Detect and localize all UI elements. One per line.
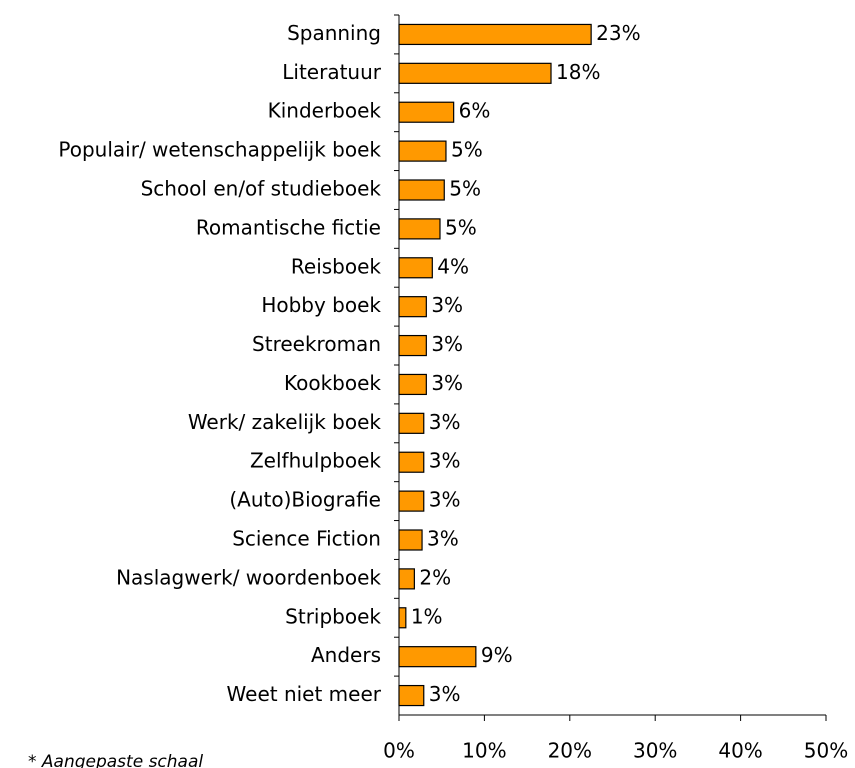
bar (398, 23, 592, 46)
bar (398, 101, 455, 123)
bar (398, 490, 425, 512)
data-label: 3% (429, 488, 461, 512)
bar (398, 646, 477, 668)
y-tick-label: Hobby boek (261, 293, 381, 317)
y-tick-label: Spanning (287, 21, 381, 45)
data-label: 2% (419, 565, 451, 589)
x-tick-label: 0% (383, 739, 415, 763)
data-label: 5% (449, 177, 481, 201)
y-tick-label: Romantische fictie (196, 215, 381, 239)
y-tick-label: Science Fiction (232, 527, 381, 551)
y-tick-label: Naslagwerk/ woordenboek (116, 565, 381, 589)
bar (398, 412, 425, 434)
bar (398, 257, 433, 279)
annotation: * Aangepaste schaal (28, 752, 203, 768)
bar (398, 568, 415, 590)
x-tick-label: 30% (633, 739, 677, 763)
bar (398, 607, 407, 629)
data-label: 3% (431, 371, 463, 395)
y-tick-label: Literatuur (282, 60, 382, 84)
data-label: 3% (429, 682, 461, 706)
y-tick-label: (Auto)Biografie (229, 488, 381, 512)
x-tick-label: 20% (548, 739, 592, 763)
y-tick-label: Reisboek (291, 254, 382, 278)
data-label: 23% (596, 21, 640, 45)
data-label: 4% (437, 254, 469, 278)
x-tick-label: 10% (462, 739, 506, 763)
data-label: 3% (431, 293, 463, 317)
bar (398, 218, 441, 240)
y-tick-label: Zelfhulpboek (250, 449, 381, 473)
bar (398, 334, 427, 357)
bar (398, 296, 427, 318)
data-label: 3% (431, 332, 463, 356)
data-label: 18% (556, 60, 600, 84)
data-label: 3% (427, 527, 459, 551)
bar (398, 451, 425, 473)
data-label: 5% (445, 215, 477, 239)
data-label: 5% (451, 138, 483, 162)
data-label: 6% (459, 99, 491, 123)
bar (398, 140, 447, 162)
y-tick-label: Werk/ zakelijk boek (188, 410, 382, 434)
data-label: 3% (429, 410, 461, 434)
y-tick-label: Weet niet meer (227, 682, 382, 706)
bar (398, 373, 427, 396)
y-tick-label: Stripboek (285, 604, 381, 628)
bar (398, 62, 552, 84)
data-label: 1% (411, 604, 443, 628)
x-tick-label: 50% (804, 739, 848, 763)
bar (398, 529, 423, 551)
bar (398, 179, 445, 201)
x-tick-label: 40% (718, 739, 762, 763)
y-tick-label: Anders (311, 643, 381, 667)
bar (398, 684, 425, 707)
y-tick-label: Populair/ wetenschappelijk boek (58, 138, 381, 162)
y-tick-label: Streekroman (252, 332, 381, 356)
y-tick-label: School en/of studieboek (141, 177, 382, 201)
data-label: 9% (481, 643, 513, 667)
y-tick-label: Kookboek (284, 371, 381, 395)
data-label: 3% (429, 449, 461, 473)
y-tick-label: Kinderboek (268, 99, 382, 123)
